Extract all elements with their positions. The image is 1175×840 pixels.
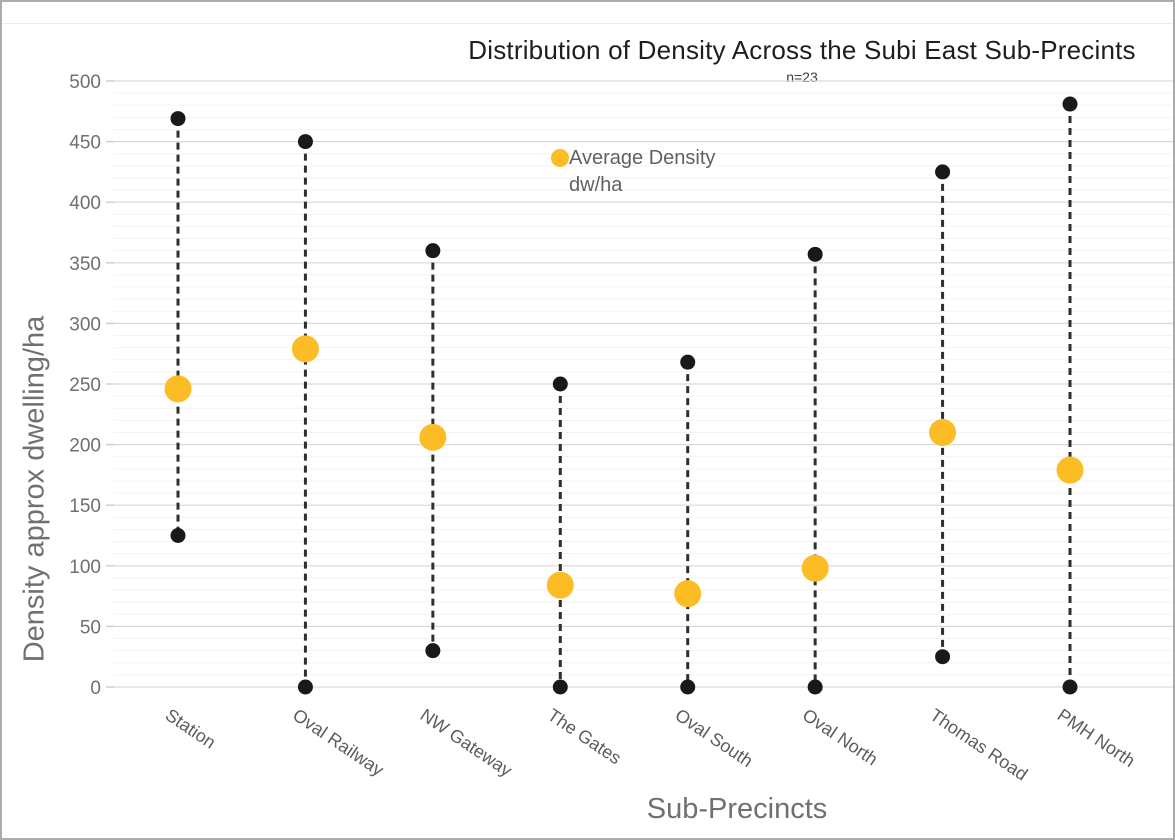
- min-density-dot: [935, 649, 951, 665]
- category-label: Oval Railway: [289, 705, 387, 780]
- max-density-dot: [425, 243, 441, 259]
- category-label: Thomas Road: [926, 705, 1031, 785]
- max-density-dot: [1062, 96, 1078, 112]
- y-tick-label: 50: [80, 617, 101, 638]
- category-label: PMH North: [1054, 705, 1139, 771]
- min-density-dot: [170, 528, 186, 543]
- chart-legend: Average Density dw/ha: [551, 145, 715, 199]
- average-density-dot: [546, 571, 574, 599]
- min-density-dot: [552, 679, 568, 695]
- max-density-dot: [935, 164, 951, 180]
- average-density-dot: [291, 335, 319, 363]
- legend-label: Average Density dw/ha: [569, 145, 715, 199]
- average-density-dot: [929, 418, 957, 446]
- y-tick-label: 0: [90, 678, 101, 699]
- max-density-dot: [170, 111, 186, 127]
- average-density-dot: [801, 554, 829, 582]
- y-tick-label: 250: [69, 375, 101, 396]
- average-density-legend-dot-icon: [551, 149, 569, 167]
- category-label: Oval North: [799, 705, 882, 770]
- y-tick-label: 150: [69, 496, 101, 517]
- min-density-dot: [1062, 679, 1078, 695]
- y-tick-label: 300: [69, 314, 101, 335]
- category-label: Oval South: [671, 705, 756, 771]
- x-axis-title: Sub-Precincts: [646, 793, 828, 825]
- legend-label-line2: dw/ha: [569, 174, 623, 196]
- category-label: Station: [162, 705, 220, 753]
- y-tick-label: 500: [69, 72, 101, 93]
- max-density-dot: [297, 134, 313, 150]
- max-density-dot: [807, 246, 823, 262]
- category-label: NW Gateway: [417, 705, 516, 781]
- max-density-dot: [552, 376, 568, 392]
- average-density-dot: [1056, 456, 1084, 484]
- min-density-dot: [297, 679, 313, 695]
- min-density-dot: [680, 679, 696, 695]
- min-density-dot: [807, 679, 823, 695]
- y-tick-label: 200: [69, 436, 101, 457]
- y-tick-label: 350: [69, 254, 101, 275]
- y-tick-label: 450: [69, 133, 101, 154]
- chart-area-top-border: [2, 23, 1173, 24]
- legend-label-line1: Average Density: [569, 147, 716, 169]
- average-density-dot: [164, 375, 192, 403]
- category-label: The Gates: [544, 705, 625, 769]
- min-density-dot: [425, 643, 441, 659]
- chart-title: Distribution of Density Across the Subi …: [468, 35, 1136, 65]
- average-density-dot: [674, 580, 702, 608]
- y-tick-label: 100: [69, 557, 101, 578]
- average-density-dot: [419, 423, 447, 451]
- y-axis-title: Density approx dwelling/ha: [18, 315, 51, 663]
- y-tick-label: 400: [69, 193, 101, 214]
- max-density-dot: [680, 354, 696, 370]
